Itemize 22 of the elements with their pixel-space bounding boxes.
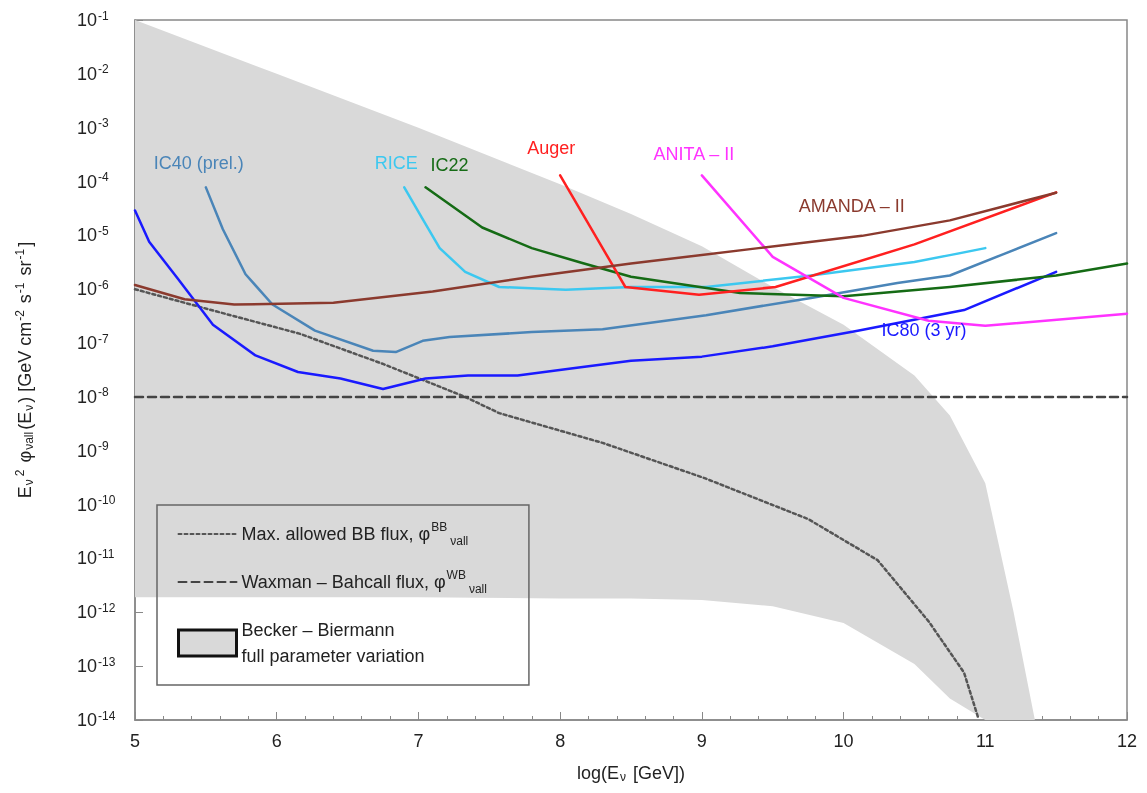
series-label: RICE: [374, 153, 418, 174]
x-tick-label: 6: [271, 731, 282, 751]
line-series: [133, 287, 980, 720]
line-series: [558, 174, 1058, 296]
text: Eν2 φνall(Eν) [GeV cm-2 s-1 sr-1]: [13, 241, 36, 499]
line-series: [424, 186, 1129, 298]
series-label: ANITA – II: [653, 144, 735, 165]
series-label: AMANDA – II: [798, 196, 905, 217]
x-tick-label: 5: [129, 731, 141, 751]
line-series: [133, 191, 1058, 306]
series-label: Auger: [527, 138, 576, 159]
line-series: [204, 186, 1058, 354]
x-tick-label: 9: [696, 731, 707, 751]
line-series: [403, 186, 987, 291]
series-label: IC40 (prel.): [153, 153, 244, 174]
series-label: IC22: [430, 155, 469, 176]
x-tick-label: 12: [1116, 731, 1138, 751]
x-tick-label: 8: [555, 731, 566, 751]
x-tick-label: 7: [413, 731, 424, 751]
x-tick-label: 10: [833, 731, 854, 751]
x-tick-label: 11: [975, 731, 995, 751]
legend-label: Becker – Biermann full parameter variation: [241, 620, 425, 666]
